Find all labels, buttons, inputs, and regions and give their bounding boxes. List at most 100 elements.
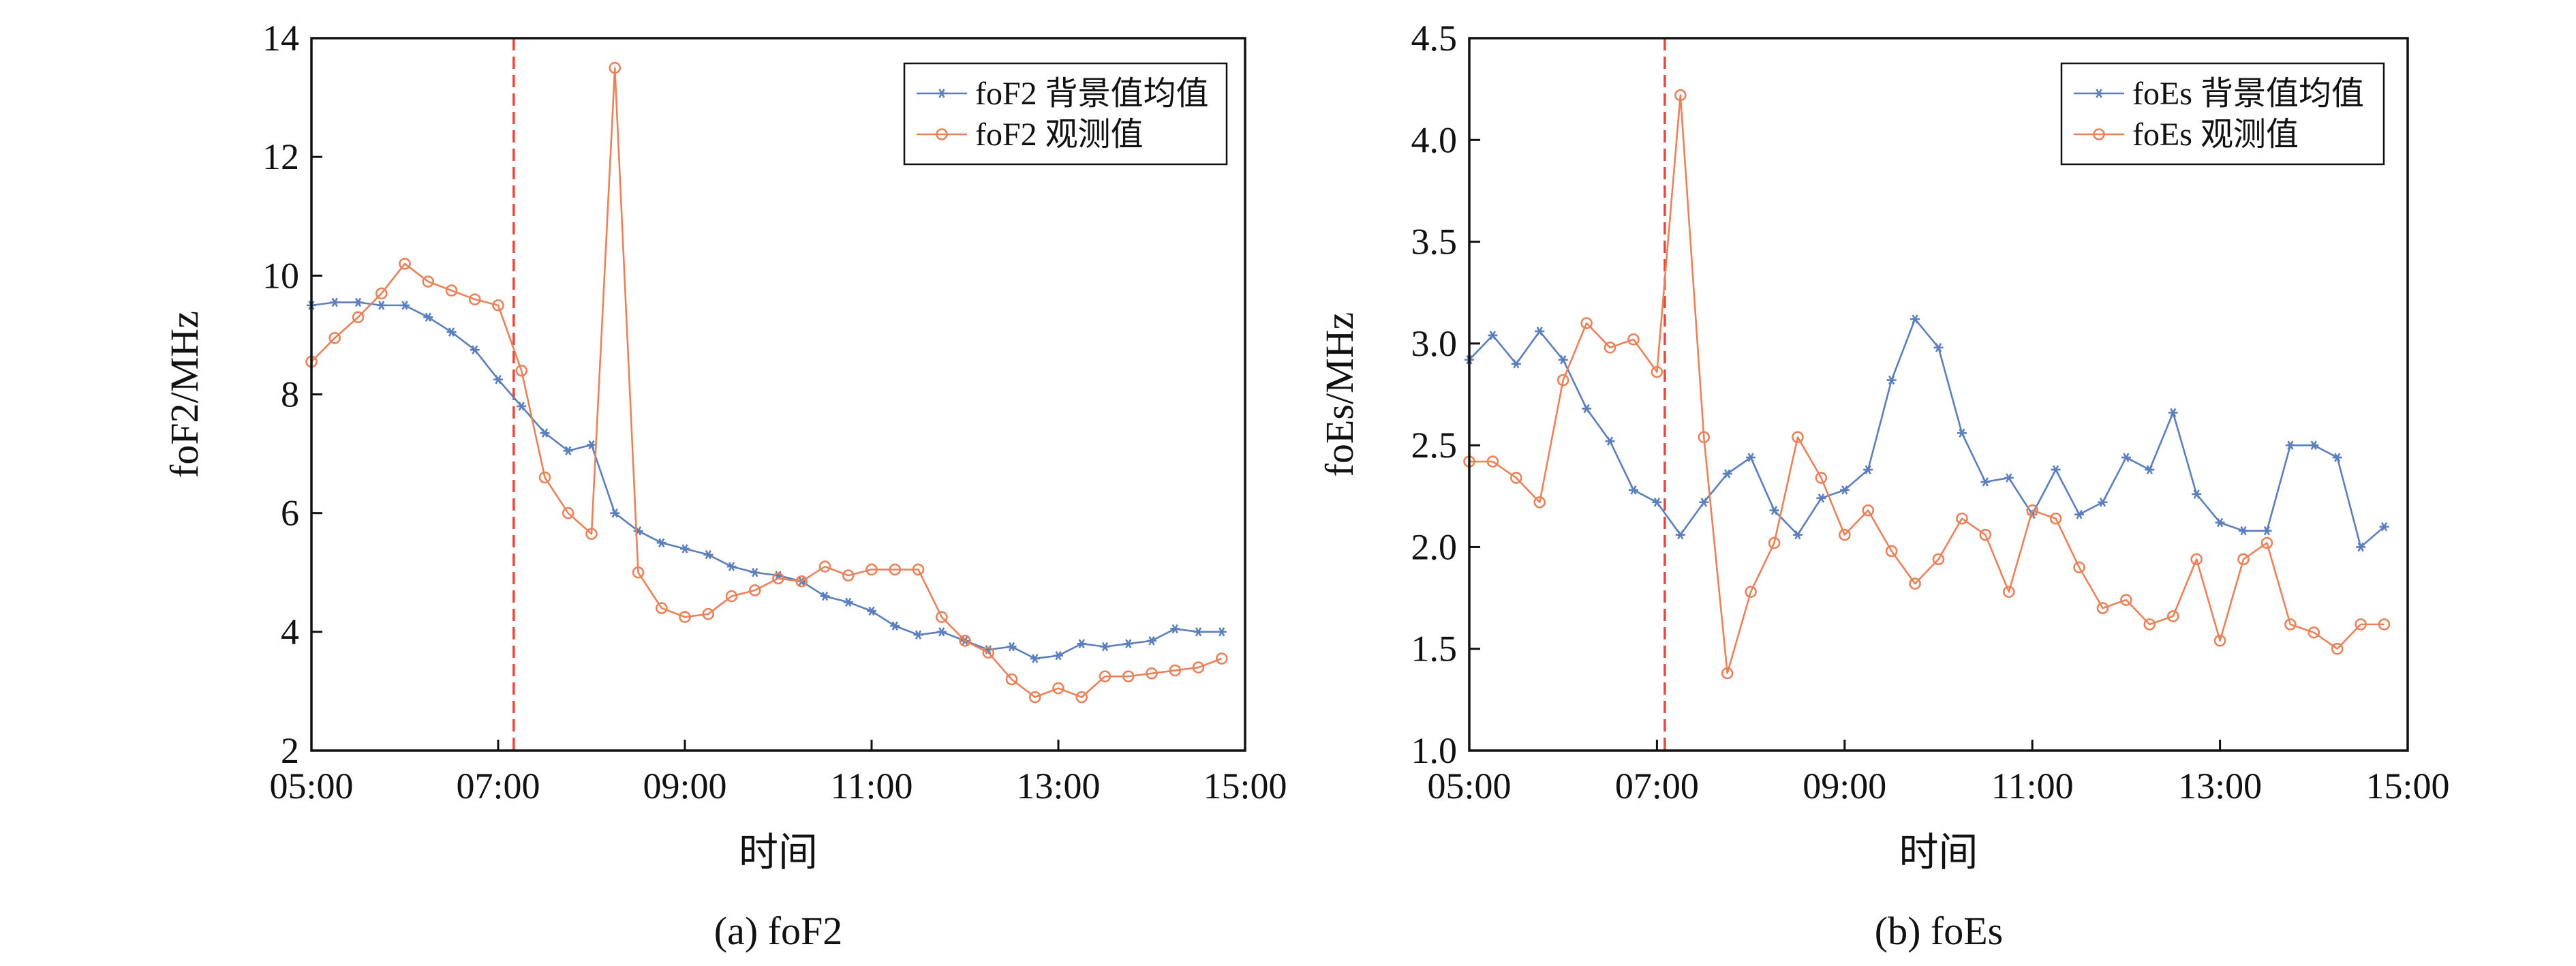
data-point [2166,610,2179,622]
y-tick-label: 3.5 [1411,222,1458,262]
data-point [1746,453,1756,462]
data-point [2215,517,2225,528]
data-point [468,293,481,305]
data-point [1533,496,1546,509]
data-point [1052,682,1064,695]
data-point [2239,526,2249,536]
legend-marker [937,89,947,98]
data-point [1792,431,1804,444]
data-point [2331,642,2344,655]
data-point [470,345,480,354]
x-tick-label: 09:00 [643,766,726,806]
y-axis-title: foF2/MHz [162,311,206,478]
legend-marker [2093,128,2105,140]
data-point [818,560,831,573]
y-tick-label: 1.0 [1411,730,1458,771]
data-point [2192,489,2202,499]
series-line [311,67,1223,698]
data-point [1580,317,1593,329]
x-tick-label: 11:00 [831,766,913,806]
data-point [2168,408,2178,418]
data-point [1932,553,1945,566]
data-point [2260,537,2273,549]
data-point [2120,594,2132,606]
data-point [1628,485,1638,495]
data-point [2378,618,2391,631]
y-axis-title: foEs/MHz [1317,312,1362,477]
data-point [2190,553,2203,566]
x-tick-label: 05:00 [1427,766,1511,806]
data-point [748,584,761,597]
data-point [1722,469,1732,479]
data-point [330,297,340,307]
data-point [935,611,948,623]
x-tick-label: 07:00 [1615,766,1699,806]
y-tick-label: 14 [262,18,299,59]
data-point [493,375,503,384]
data-point [2145,465,2155,474]
data-point [1957,428,1967,438]
chart-caption: (a) foF2 [714,909,842,953]
data-point [399,258,411,270]
data-point [1839,528,1851,541]
data-point [913,630,923,639]
y-tick-label: 2 [281,730,299,771]
data-point [1582,404,1592,414]
data-point [842,569,855,582]
y-tick-label: 2.5 [1411,425,1458,466]
data-point [1170,624,1180,634]
x-axis-title: 时间 [739,830,818,875]
legend-entry: foF2 背景值均值 [975,76,1209,112]
data-point [2098,498,2108,507]
x-axis-title: 时间 [1899,830,1978,875]
data-point [422,275,435,288]
data-point [2002,586,2015,598]
data-point [2356,542,2366,552]
data-point [2074,509,2085,519]
y-tick-label: 8 [281,374,299,415]
data-point [2121,453,2131,462]
data-point [655,602,668,614]
x-tick-label: 13:00 [1016,766,1100,806]
chart-caption: (b) foEs [1875,909,2003,953]
x-tick-label: 15:00 [1203,766,1287,806]
data-point [1674,89,1687,102]
x-tick-label: 15:00 [2365,766,2449,806]
data-point [2285,440,2295,450]
legend-marker [936,128,948,140]
data-point [1863,465,1873,474]
data-point [563,446,573,455]
data-point [750,568,760,577]
data-point [865,563,878,576]
data-point [2051,465,2061,474]
y-tick-label: 2.0 [1411,526,1458,567]
data-point [1510,472,1522,484]
data-point [1627,333,1640,346]
data-point [2262,526,2272,536]
data-point [703,549,714,560]
data-point [2049,512,2062,525]
legend-entry: foEs 观测值 [2132,117,2299,153]
data-point [1557,374,1569,387]
series-line [311,301,1222,660]
data-point [1698,431,1711,444]
x-tick-label: 13:00 [2178,766,2262,806]
legend-entry: foF2 观测值 [975,117,1144,153]
data-point [1192,661,1205,674]
data-point [1910,314,1920,324]
data-point [2379,522,2389,532]
data-point [1511,359,1521,369]
data-point [936,627,947,637]
data-point [1147,636,1156,646]
x-tick-label: 05:00 [269,766,353,806]
data-point [587,440,596,450]
data-point [1885,545,1898,558]
data-point [445,284,458,297]
data-point [679,611,691,623]
data-point [702,607,715,620]
data-point [2355,618,2367,631]
data-point [656,538,666,547]
data-point [1535,327,1545,336]
series-line [1469,318,2385,548]
data-point [1007,642,1017,652]
